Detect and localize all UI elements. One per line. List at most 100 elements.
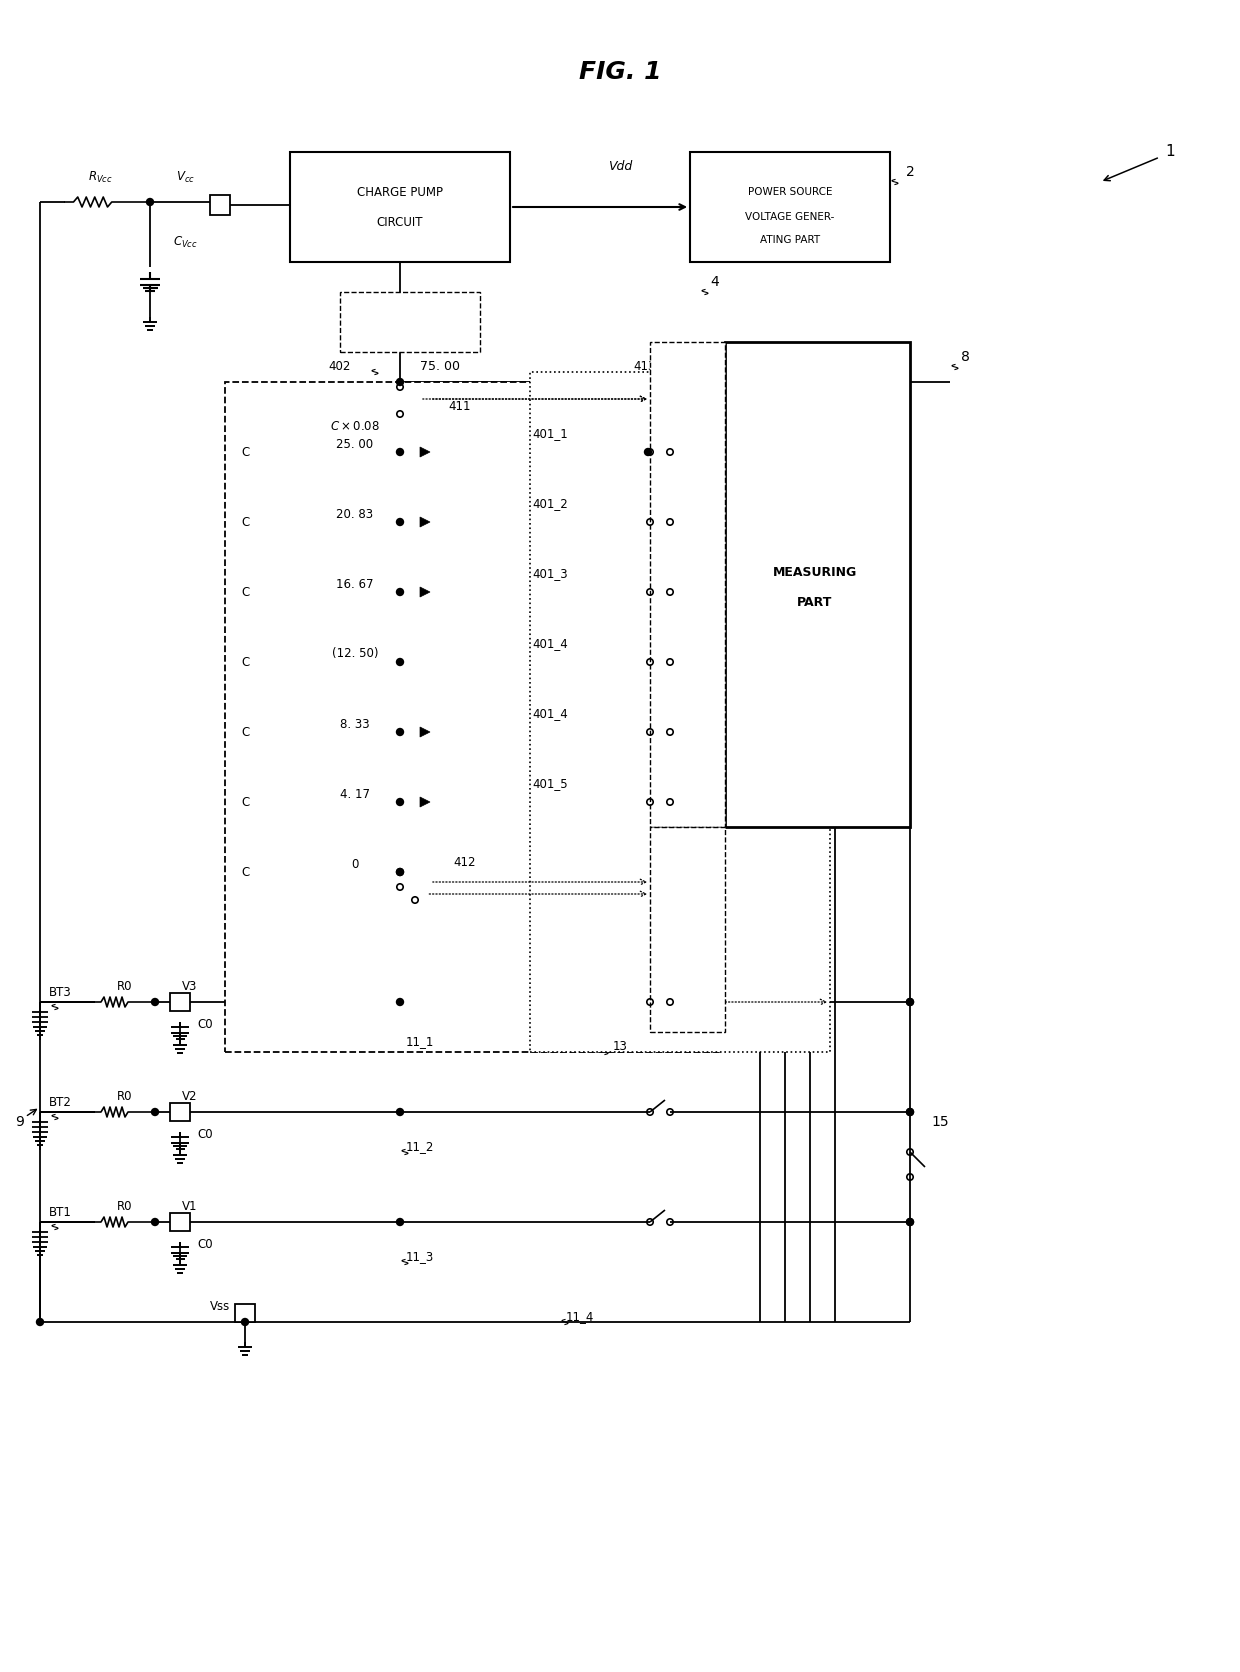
Text: 15: 15 — [931, 1115, 949, 1129]
Polygon shape — [420, 587, 430, 597]
Circle shape — [146, 199, 154, 206]
Text: Vss: Vss — [210, 1301, 231, 1314]
Text: $R_{Vcc}$: $R_{Vcc}$ — [88, 169, 113, 184]
Text: 401_4: 401_4 — [532, 707, 568, 721]
Text: (12. 50): (12. 50) — [332, 647, 378, 660]
Text: 13: 13 — [613, 1040, 627, 1053]
Bar — [170, 1104, 190, 1120]
Text: R0: R0 — [118, 1200, 133, 1214]
Text: MEASURING: MEASURING — [773, 565, 857, 579]
Text: 11_3: 11_3 — [405, 1251, 434, 1264]
Text: POWER SOURCE: POWER SOURCE — [748, 187, 832, 197]
Bar — [725, 343, 910, 828]
Circle shape — [397, 659, 403, 665]
Text: Vdd: Vdd — [608, 161, 632, 174]
Text: ATING PART: ATING PART — [760, 236, 820, 246]
Text: 401_4: 401_4 — [532, 637, 568, 650]
Text: PART: PART — [797, 595, 833, 609]
Text: 2: 2 — [905, 166, 914, 179]
Circle shape — [151, 998, 159, 1005]
Circle shape — [906, 1109, 914, 1115]
Text: 8. 33: 8. 33 — [340, 717, 370, 731]
Polygon shape — [420, 446, 430, 456]
Text: 1: 1 — [1166, 144, 1174, 159]
Text: 401_5: 401_5 — [532, 777, 568, 791]
Bar — [224, 381, 720, 1052]
Circle shape — [397, 589, 403, 595]
Circle shape — [397, 868, 403, 876]
Bar — [650, 828, 725, 1032]
Text: 0: 0 — [351, 858, 358, 871]
Text: 412: 412 — [454, 856, 476, 868]
Circle shape — [906, 998, 914, 1005]
Text: C0: C0 — [197, 1018, 213, 1030]
Text: C: C — [241, 796, 249, 809]
Bar — [170, 1212, 190, 1231]
Text: V2: V2 — [182, 1090, 197, 1104]
Circle shape — [397, 998, 403, 1005]
Text: 401_1: 401_1 — [532, 428, 568, 440]
Text: V1: V1 — [182, 1200, 197, 1214]
Text: 75. 00: 75. 00 — [420, 361, 460, 373]
Text: 401_2: 401_2 — [532, 498, 568, 510]
Text: V3: V3 — [182, 980, 197, 993]
Text: C: C — [241, 515, 249, 528]
Circle shape — [906, 1109, 914, 1115]
Circle shape — [242, 1319, 248, 1326]
Circle shape — [906, 1219, 914, 1226]
Text: C: C — [241, 585, 249, 599]
Circle shape — [397, 518, 403, 525]
Text: 25. 00: 25. 00 — [336, 438, 373, 450]
Circle shape — [906, 998, 914, 1005]
Text: 411: 411 — [449, 401, 471, 413]
Text: CHARGE PUMP: CHARGE PUMP — [357, 186, 443, 199]
Text: BT2: BT2 — [48, 1095, 72, 1109]
Text: 3: 3 — [715, 349, 724, 364]
Text: VOLTAGE GENER-: VOLTAGE GENER- — [745, 212, 835, 222]
Text: $C_{Vcc}$: $C_{Vcc}$ — [172, 234, 197, 249]
Text: 4. 17: 4. 17 — [340, 788, 370, 801]
Circle shape — [397, 729, 403, 736]
Text: 9: 9 — [16, 1115, 25, 1129]
Circle shape — [36, 1319, 43, 1326]
Circle shape — [397, 378, 403, 386]
Text: 402: 402 — [329, 361, 351, 373]
Bar — [650, 343, 725, 828]
Circle shape — [397, 868, 403, 876]
Circle shape — [645, 448, 651, 455]
Bar — [236, 1304, 255, 1323]
Text: C0: C0 — [197, 1237, 213, 1251]
Text: C: C — [241, 726, 249, 739]
Text: C0: C0 — [197, 1127, 213, 1140]
Text: 11_2: 11_2 — [405, 1140, 434, 1154]
Text: $C \times 0.08$: $C \times 0.08$ — [330, 420, 379, 433]
Text: FIG. 1: FIG. 1 — [579, 60, 661, 84]
Circle shape — [151, 1219, 159, 1226]
Text: 11_1: 11_1 — [405, 1035, 434, 1048]
Bar — [210, 196, 229, 216]
Polygon shape — [420, 798, 430, 808]
Text: 16. 67: 16. 67 — [336, 577, 373, 590]
Bar — [689, 152, 890, 263]
Text: 20. 83: 20. 83 — [336, 508, 373, 520]
Text: C: C — [241, 445, 249, 458]
Circle shape — [151, 1109, 159, 1115]
Text: 413: 413 — [634, 361, 656, 373]
Polygon shape — [420, 727, 430, 737]
Text: 401_3: 401_3 — [532, 567, 568, 580]
Circle shape — [906, 1219, 914, 1226]
Circle shape — [397, 1109, 403, 1115]
Text: 8: 8 — [961, 349, 970, 364]
Text: CIRCUIT: CIRCUIT — [377, 216, 423, 229]
Bar — [170, 993, 190, 1012]
Text: BT1: BT1 — [48, 1206, 72, 1219]
Text: 11_4: 11_4 — [565, 1311, 594, 1324]
Bar — [340, 293, 480, 353]
Text: BT3: BT3 — [48, 985, 72, 998]
Text: C: C — [241, 866, 249, 878]
Bar — [290, 152, 510, 263]
Text: 4: 4 — [711, 274, 719, 289]
Text: R0: R0 — [118, 980, 133, 993]
Polygon shape — [420, 517, 430, 527]
Text: $V_{cc}$: $V_{cc}$ — [176, 169, 195, 184]
